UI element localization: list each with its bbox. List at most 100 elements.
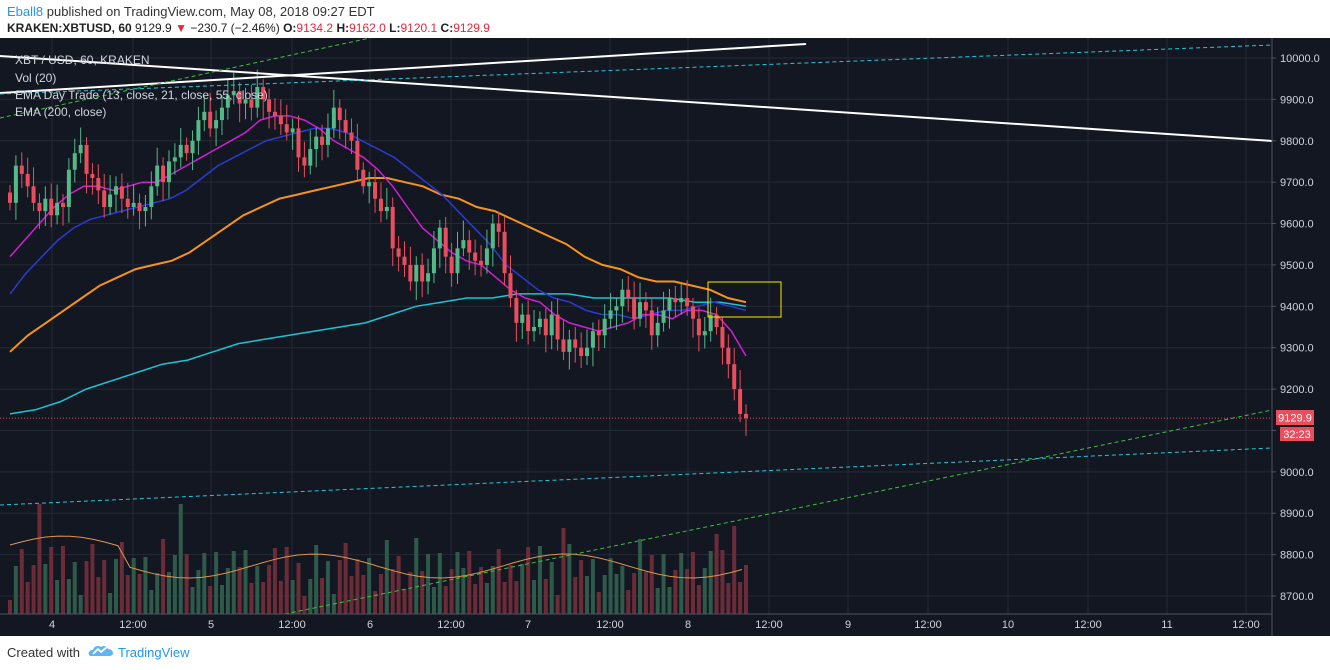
candle-body[interactable] bbox=[696, 318, 701, 336]
candle-body[interactable] bbox=[602, 318, 607, 336]
candle-body[interactable] bbox=[119, 186, 124, 199]
candle-body[interactable] bbox=[744, 413, 748, 419]
candle-body[interactable] bbox=[72, 153, 77, 170]
candle-body[interactable] bbox=[537, 318, 542, 328]
candle-body[interactable] bbox=[714, 314, 719, 328]
candle-body[interactable] bbox=[426, 273, 431, 282]
candle-body[interactable] bbox=[108, 194, 113, 207]
candle-body[interactable] bbox=[461, 240, 466, 249]
candle-body[interactable] bbox=[96, 178, 101, 191]
candle-body[interactable] bbox=[508, 273, 513, 299]
candle-body[interactable] bbox=[484, 248, 489, 265]
candle-body[interactable] bbox=[555, 314, 560, 340]
candle-body[interactable] bbox=[720, 327, 725, 348]
candle-body[interactable] bbox=[649, 310, 654, 336]
candle-body[interactable] bbox=[408, 264, 413, 282]
candle-body[interactable] bbox=[579, 347, 584, 356]
candle-body[interactable] bbox=[320, 136, 325, 145]
candle-body[interactable] bbox=[219, 107, 224, 121]
candle-body[interactable] bbox=[655, 322, 660, 336]
candle-body[interactable] bbox=[13, 165, 18, 203]
time-axis[interactable]: 4 12:00 5 12:00 6 12:00 7 12:00 8 12:00 9 12:00 10 12… bbox=[49, 619, 1260, 631]
candle-body[interactable] bbox=[661, 310, 666, 323]
candle-body[interactable] bbox=[496, 223, 501, 232]
candle-body[interactable] bbox=[585, 347, 590, 356]
candle-body[interactable] bbox=[125, 198, 130, 207]
candle-body[interactable] bbox=[66, 169, 71, 207]
green-support-upper-line[interactable] bbox=[0, 38, 371, 119]
candle-body[interactable] bbox=[267, 99, 272, 112]
candle-body[interactable] bbox=[473, 252, 478, 261]
candle-body[interactable] bbox=[632, 298, 637, 319]
candle-body[interactable] bbox=[131, 202, 136, 207]
candle-body[interactable] bbox=[137, 202, 142, 212]
username-link[interactable]: Eball8 bbox=[7, 4, 44, 19]
candlesticks[interactable] bbox=[8, 69, 748, 436]
candle-body[interactable] bbox=[532, 327, 537, 332]
candle-body[interactable] bbox=[296, 128, 301, 158]
candle-body[interactable] bbox=[102, 190, 107, 207]
candle-body[interactable] bbox=[590, 331, 595, 348]
candle-body[interactable] bbox=[638, 302, 643, 319]
candle-body[interactable] bbox=[396, 248, 401, 257]
channel-lower-line[interactable] bbox=[0, 447, 1273, 506]
candle-body[interactable] bbox=[702, 331, 707, 336]
candle-body[interactable] bbox=[302, 157, 307, 166]
candle-body[interactable] bbox=[361, 169, 366, 187]
candle-body[interactable] bbox=[643, 302, 648, 311]
candle-body[interactable] bbox=[726, 347, 731, 365]
candle-body[interactable] bbox=[19, 165, 24, 174]
candle-body[interactable] bbox=[626, 289, 631, 299]
candle-body[interactable] bbox=[390, 206, 395, 249]
candle-body[interactable] bbox=[402, 256, 407, 265]
candle-body[interactable] bbox=[526, 314, 531, 332]
candle-body[interactable] bbox=[31, 186, 36, 203]
candle-body[interactable] bbox=[367, 182, 372, 187]
candle-body[interactable] bbox=[373, 182, 378, 199]
candle-body[interactable] bbox=[90, 173, 95, 179]
candle-body[interactable] bbox=[384, 206, 389, 212]
candle-body[interactable] bbox=[608, 310, 613, 319]
candle-body[interactable] bbox=[561, 339, 566, 352]
candle-body[interactable] bbox=[284, 124, 289, 133]
candle-body[interactable] bbox=[161, 165, 166, 183]
tradingview-brand-link[interactable]: TradingView bbox=[118, 645, 190, 660]
candle-body[interactable] bbox=[573, 339, 578, 348]
candle-body[interactable] bbox=[84, 144, 89, 174]
candle-body[interactable] bbox=[214, 120, 219, 129]
candle-body[interactable] bbox=[290, 128, 295, 133]
trendline-descending[interactable] bbox=[0, 55, 1273, 142]
candle-body[interactable] bbox=[208, 111, 213, 129]
candle-body[interactable] bbox=[166, 161, 171, 183]
candle-body[interactable] bbox=[149, 186, 154, 207]
candle-body[interactable] bbox=[78, 144, 83, 154]
channel-upper-line[interactable] bbox=[0, 44, 1273, 95]
candle-body[interactable] bbox=[679, 298, 684, 303]
candle-body[interactable] bbox=[567, 339, 572, 352]
candle-body[interactable] bbox=[378, 198, 383, 212]
candle-body[interactable] bbox=[420, 264, 425, 282]
candle-body[interactable] bbox=[43, 198, 48, 212]
candle-body[interactable] bbox=[414, 264, 419, 282]
price-chart[interactable]: XBT / USD, 60, KRAKEN Vol (20) EMA Day T… bbox=[0, 38, 1330, 636]
candle-body[interactable] bbox=[331, 107, 336, 129]
candle-body[interactable] bbox=[479, 260, 484, 265]
candle-body[interactable] bbox=[738, 389, 743, 414]
candle-body[interactable] bbox=[196, 120, 201, 141]
candle-body[interactable] bbox=[278, 115, 283, 125]
candle-body[interactable] bbox=[25, 173, 30, 187]
candle-body[interactable] bbox=[272, 111, 277, 116]
candle-body[interactable] bbox=[614, 306, 619, 311]
candle-body[interactable] bbox=[349, 132, 354, 141]
candle-body[interactable] bbox=[325, 128, 330, 145]
candle-body[interactable] bbox=[549, 314, 554, 336]
candle-body[interactable] bbox=[514, 298, 519, 323]
candle-body[interactable] bbox=[37, 202, 42, 212]
highlight-box[interactable] bbox=[707, 281, 782, 318]
candle-body[interactable] bbox=[60, 202, 65, 207]
candle-body[interactable] bbox=[691, 306, 696, 319]
candle-body[interactable] bbox=[543, 318, 548, 336]
candle-body[interactable] bbox=[243, 99, 248, 104]
candle-body[interactable] bbox=[620, 289, 625, 307]
candle-body[interactable] bbox=[449, 256, 454, 274]
